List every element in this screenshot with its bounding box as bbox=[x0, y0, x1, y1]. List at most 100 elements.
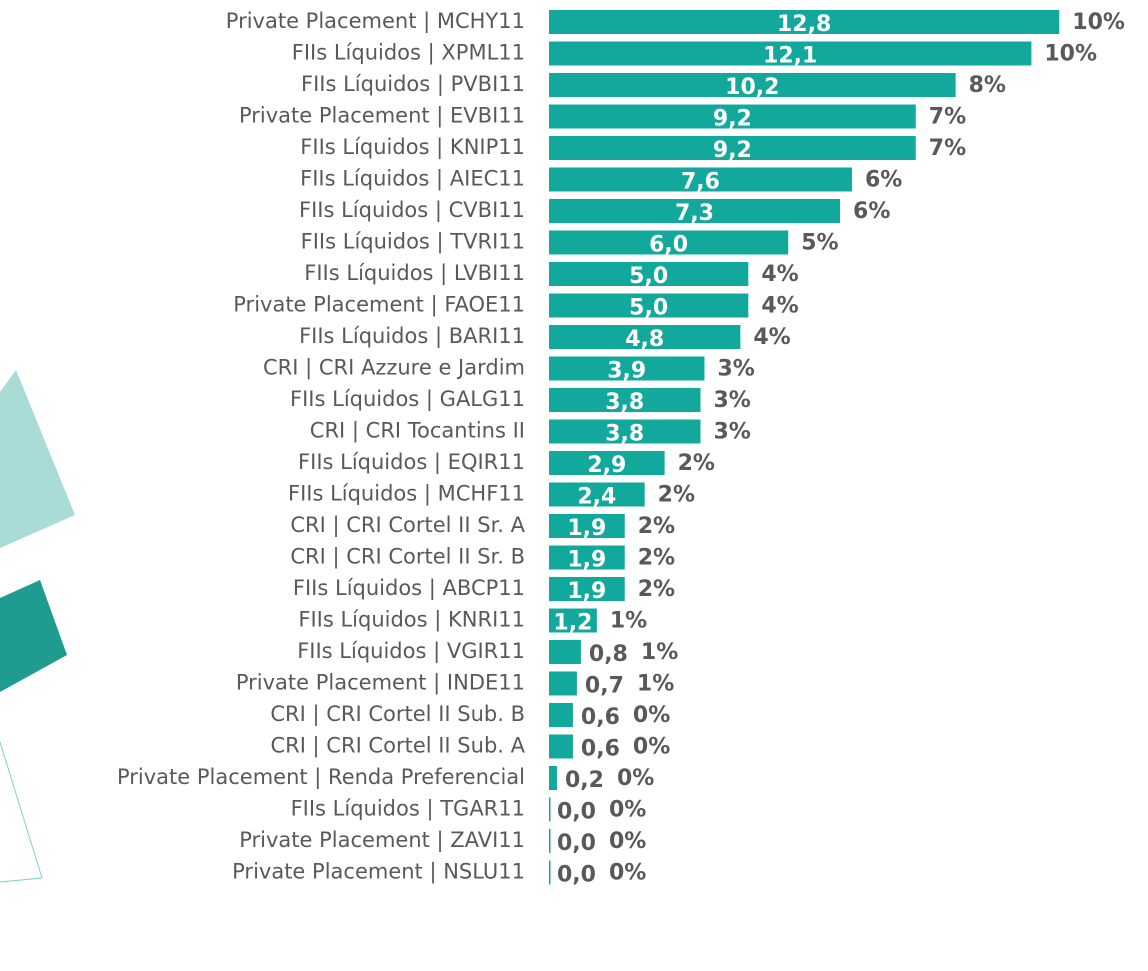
share-label: 0% bbox=[633, 735, 670, 760]
category-label: FIIs Líquidos | LVBI11 bbox=[304, 261, 525, 286]
category-label: FIIs Líquidos | KNRI11 bbox=[298, 608, 525, 633]
category-label: FIIs Líquidos | VGIR11 bbox=[297, 639, 525, 664]
value-label: 0,0 bbox=[557, 831, 596, 856]
category-label: Private Placement | INDE11 bbox=[236, 671, 525, 696]
share-label: 8% bbox=[969, 73, 1006, 98]
value-label: 9,2 bbox=[713, 107, 752, 132]
bar bbox=[549, 703, 573, 727]
category-label: CRI | CRI Cortel II Sr. A bbox=[290, 513, 525, 538]
value-label: 4,8 bbox=[625, 327, 664, 352]
value-label: 10,2 bbox=[725, 75, 779, 100]
category-label: FIIs Líquidos | BARI11 bbox=[299, 324, 525, 349]
share-label: 4% bbox=[753, 325, 790, 350]
category-label: FIIs Líquidos | MCHF11 bbox=[288, 482, 525, 507]
bar bbox=[549, 514, 625, 538]
category-label: CRI | CRI Azzure e Jardim bbox=[263, 356, 525, 381]
share-label: 2% bbox=[638, 514, 675, 539]
decor-shape bbox=[0, 370, 75, 548]
category-label: FIIs Líquidos | EQIR11 bbox=[298, 450, 525, 475]
share-label: 4% bbox=[761, 294, 798, 319]
decor-line bbox=[0, 741, 43, 883]
bar bbox=[549, 356, 705, 381]
value-label: 2,9 bbox=[587, 453, 626, 478]
bar bbox=[549, 73, 956, 97]
share-label: 3% bbox=[713, 388, 750, 413]
share-label: 2% bbox=[658, 483, 695, 508]
bar bbox=[549, 293, 749, 318]
value-label: 7,3 bbox=[675, 201, 714, 226]
value-label: 0,2 bbox=[565, 768, 604, 793]
bar bbox=[549, 671, 577, 696]
category-label: FIIs Líquidos | TVRI11 bbox=[301, 230, 525, 255]
category-label: FIIs Líquidos | CVBI11 bbox=[299, 198, 525, 223]
share-label: 2% bbox=[638, 577, 675, 602]
share-label: 0% bbox=[617, 766, 654, 791]
value-label: 7,6 bbox=[681, 170, 720, 195]
bar bbox=[549, 860, 551, 885]
bar bbox=[549, 388, 701, 412]
bar bbox=[549, 829, 551, 853]
share-label: 7% bbox=[929, 136, 966, 161]
bar bbox=[549, 608, 597, 633]
value-label: 12,1 bbox=[763, 44, 817, 69]
share-label: 1% bbox=[637, 672, 674, 697]
category-label: FIIs Líquidos | AIEC11 bbox=[300, 167, 525, 192]
bar bbox=[549, 419, 701, 444]
bar bbox=[549, 104, 916, 129]
value-label: 6,0 bbox=[649, 233, 688, 258]
value-label: 2,4 bbox=[577, 485, 616, 510]
category-label: FIIs Líquidos | TGAR11 bbox=[291, 797, 525, 822]
value-label: 5,0 bbox=[629, 264, 668, 289]
share-label: 2% bbox=[678, 451, 715, 476]
share-label: 10% bbox=[1072, 10, 1125, 35]
value-label: 3,8 bbox=[605, 422, 644, 447]
bar bbox=[549, 167, 852, 192]
value-label: 0,0 bbox=[557, 863, 596, 888]
bar bbox=[549, 577, 625, 601]
value-label: 1,9 bbox=[567, 548, 606, 573]
value-label: 1,9 bbox=[567, 516, 606, 541]
bar bbox=[549, 545, 625, 570]
share-label: 0% bbox=[633, 703, 670, 728]
value-label: 0,6 bbox=[581, 705, 620, 730]
category-label: Private Placement | FAOE11 bbox=[233, 293, 525, 318]
share-label: 7% bbox=[929, 105, 966, 130]
category-label: FIIs Líquidos | ABCP11 bbox=[293, 576, 525, 601]
bar bbox=[549, 797, 551, 822]
category-label: CRI | CRI Tocantins II bbox=[310, 419, 525, 444]
value-label: 0,7 bbox=[585, 674, 624, 699]
share-label: 2% bbox=[638, 546, 675, 571]
share-label: 3% bbox=[713, 420, 750, 445]
value-label: 1,2 bbox=[553, 611, 592, 636]
bar bbox=[549, 325, 741, 349]
bar bbox=[549, 230, 789, 255]
share-label: 0% bbox=[609, 861, 646, 886]
share-label: 5% bbox=[801, 231, 838, 256]
category-label: FIIs Líquidos | XPML11 bbox=[292, 41, 525, 66]
share-label: 1% bbox=[610, 609, 647, 634]
category-label: CRI | CRI Cortel II Sub. A bbox=[270, 734, 525, 759]
bar bbox=[549, 734, 573, 759]
value-label: 12,8 bbox=[777, 12, 831, 37]
bar bbox=[549, 41, 1032, 66]
category-label: FIIs Líquidos | PVBI11 bbox=[301, 72, 525, 97]
share-label: 1% bbox=[641, 640, 678, 665]
value-label: 0,8 bbox=[589, 642, 628, 667]
bar bbox=[549, 766, 557, 790]
bar bbox=[549, 262, 749, 286]
share-label: 0% bbox=[609, 798, 646, 823]
bar bbox=[549, 640, 581, 664]
value-label: 0,0 bbox=[557, 800, 596, 825]
share-label: 6% bbox=[865, 168, 902, 193]
category-label: Private Placement | Renda Preferencial bbox=[117, 765, 525, 790]
category-label: FIIs Líquidos | KNIP11 bbox=[300, 135, 525, 160]
share-label: 10% bbox=[1044, 42, 1097, 67]
value-label: 5,0 bbox=[629, 296, 668, 321]
value-label: 0,6 bbox=[581, 737, 620, 762]
category-label: FIIs Líquidos | GALG11 bbox=[290, 387, 525, 412]
share-label: 3% bbox=[717, 357, 754, 382]
category-label: CRI | CRI Cortel II Sr. B bbox=[290, 545, 525, 570]
value-label: 3,8 bbox=[605, 390, 644, 415]
bar bbox=[549, 199, 841, 223]
bar bbox=[549, 10, 1060, 34]
